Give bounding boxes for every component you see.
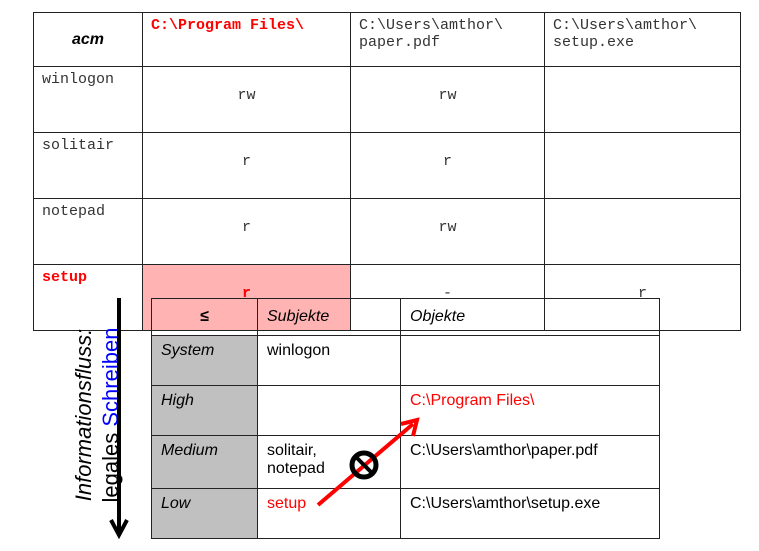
objects-header: Objekte bbox=[400, 298, 660, 336]
prohibited-icon bbox=[349, 450, 379, 480]
level-label: Medium bbox=[151, 435, 258, 489]
level-objects: C:\Program Files\ bbox=[400, 385, 660, 436]
level-objects: C:\Users\amthor\setup.exe bbox=[400, 488, 660, 539]
level-subjects bbox=[257, 385, 401, 436]
security-level-table: ≤ Subjekte Objekte System winlogon High C:\P… bbox=[151, 298, 660, 539]
acm-subject-setup: setup bbox=[33, 264, 143, 331]
leq-header: ≤ bbox=[151, 298, 258, 336]
acm-cell bbox=[544, 132, 741, 199]
level-subjects-text: solitair, notepad bbox=[267, 442, 325, 477]
level-subjects: winlogon bbox=[257, 335, 401, 386]
level-label: High bbox=[151, 385, 258, 436]
access-control-matrix: acm C:\Program Files\ C:\Users\amthor\ p… bbox=[33, 12, 741, 331]
forbidden-write-arrow bbox=[316, 417, 420, 507]
acm-cell: r bbox=[142, 132, 351, 199]
acm-cell bbox=[544, 66, 741, 133]
acm-cell: rw bbox=[350, 198, 545, 265]
acm-corner: acm bbox=[33, 12, 143, 67]
level-subjects: solitair, notepad bbox=[257, 435, 401, 489]
flow-direction-arrow bbox=[109, 298, 129, 540]
acm-cell: r bbox=[142, 198, 351, 265]
acm-col-setup-exe: C:\Users\amthor\ setup.exe bbox=[544, 12, 741, 67]
subjects-header: Subjekte bbox=[257, 298, 401, 336]
acm-cell bbox=[544, 198, 741, 265]
acm-cell: rw bbox=[142, 66, 351, 133]
level-objects: C:\Users\amthor\paper.pdf bbox=[400, 435, 660, 489]
acm-col-program-files: C:\Program Files\ bbox=[142, 12, 351, 67]
level-subjects: setup bbox=[257, 488, 401, 539]
level-label: Low bbox=[151, 488, 258, 539]
acm-cell: rw bbox=[350, 66, 545, 133]
acm-subject: winlogon bbox=[33, 66, 143, 133]
